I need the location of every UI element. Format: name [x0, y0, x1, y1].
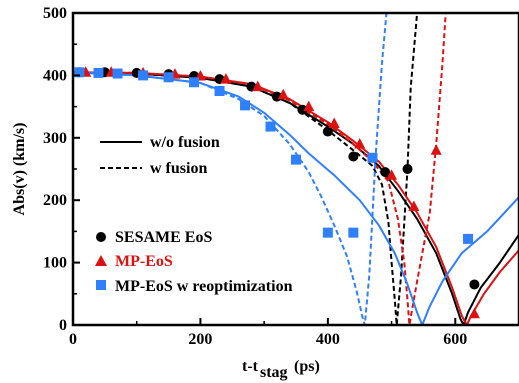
x-axis-title-unit: (ps) [294, 358, 320, 375]
legend-sesame-marker [96, 232, 106, 242]
mp-eos-point-5 [220, 73, 232, 84]
sesame-eos-point-8 [297, 104, 308, 115]
legend-sesame-label: SESAME EoS [115, 229, 212, 246]
x-tick-label-0: 0 [69, 331, 77, 348]
y-axis-title: Abs(v) (km/s) [11, 123, 28, 216]
line-style-legend: w/o fusion w fusion [100, 134, 220, 177]
mp-eos-w-reoptimization-point-0 [74, 67, 85, 78]
sesame-eos-point-12 [402, 164, 413, 174]
series-layer [73, 13, 519, 325]
mp-eos-point-9 [328, 117, 340, 128]
legend-mp-marker [95, 255, 107, 266]
legend-dashed-label: w fusion [150, 160, 207, 177]
y-tick-label-0: 0 [59, 317, 67, 334]
mp-eos-w-reoptimization-point-1 [93, 67, 104, 78]
marker-layer [74, 66, 480, 319]
mp-eos-w-reoptimization-point-12 [367, 152, 378, 163]
mp-eos-point-7 [277, 88, 289, 100]
x-axis-title: t-t [242, 358, 259, 375]
tick-label-layer: 0 100 200 300 400 500 0 200 400 600 [43, 5, 467, 348]
mp-eos-w-reoptimization-dashed-line [73, 13, 388, 325]
x-tick-label-400: 400 [316, 331, 340, 348]
mp-eos-w-reoptimization-point-6 [214, 86, 225, 96]
mp-eos-w-reoptimization-solid-line [73, 71, 519, 325]
y-tick-label-300: 300 [43, 130, 67, 147]
mp-eos-w-reoptimization-point-4 [163, 72, 174, 83]
sesame-eos-dashed-line [73, 13, 419, 325]
mp-eos-w-reoptimization-point-2 [112, 68, 123, 79]
legend-solid-label: w/o fusion [150, 134, 220, 151]
mp-eos-w-reoptimization-point-7 [240, 100, 251, 111]
mp-eos-w-reoptimization-point-11 [348, 227, 359, 238]
y-tick-label-400: 400 [43, 67, 67, 84]
sesame-eos-point-9 [322, 126, 333, 137]
mp-eos-point-6 [252, 80, 264, 92]
mp-eos-w-reoptimization-point-13 [463, 233, 474, 244]
x-axis-title-subscript: stag [260, 364, 288, 381]
mp-eos-point-12 [408, 200, 420, 211]
y-tick-label-200: 200 [43, 192, 67, 209]
sesame-eos-point-11 [380, 167, 391, 178]
mp-eos-w-reoptimization-point-3 [138, 70, 149, 81]
mp-eos-point-11 [386, 169, 398, 180]
y-tick-label-100: 100 [43, 255, 67, 272]
legend-reopt-marker [96, 280, 106, 290]
mp-eos-point-8 [303, 100, 315, 112]
mp-eos-w-reoptimization-point-5 [189, 77, 200, 88]
y-tick-label-500: 500 [43, 5, 67, 22]
sesame-eos-point-10 [348, 151, 359, 162]
x-tick-label-200: 200 [188, 331, 212, 348]
sesame-eos-point-13 [469, 279, 480, 290]
series-legend: SESAME EoS MP-EoS MP-EoS w reoptimizatio… [95, 229, 293, 295]
mp-eos-w-reoptimization-point-10 [322, 227, 333, 238]
mp-eos-point-14 [468, 307, 480, 319]
mp-eos-point-10 [354, 138, 366, 149]
tick-layer [72, 12, 457, 326]
legend-reopt-label: MP-EoS w reoptimization [115, 278, 293, 295]
mp-eos-point-13 [430, 144, 442, 155]
x-tick-label-600: 600 [443, 331, 467, 348]
legend-mp-label: MP-EoS [115, 253, 173, 270]
mp-eos-w-reoptimization-point-8 [265, 121, 276, 132]
mp-eos-dashed-line [73, 13, 447, 325]
mp-eos-w-reoptimization-point-9 [291, 154, 301, 165]
